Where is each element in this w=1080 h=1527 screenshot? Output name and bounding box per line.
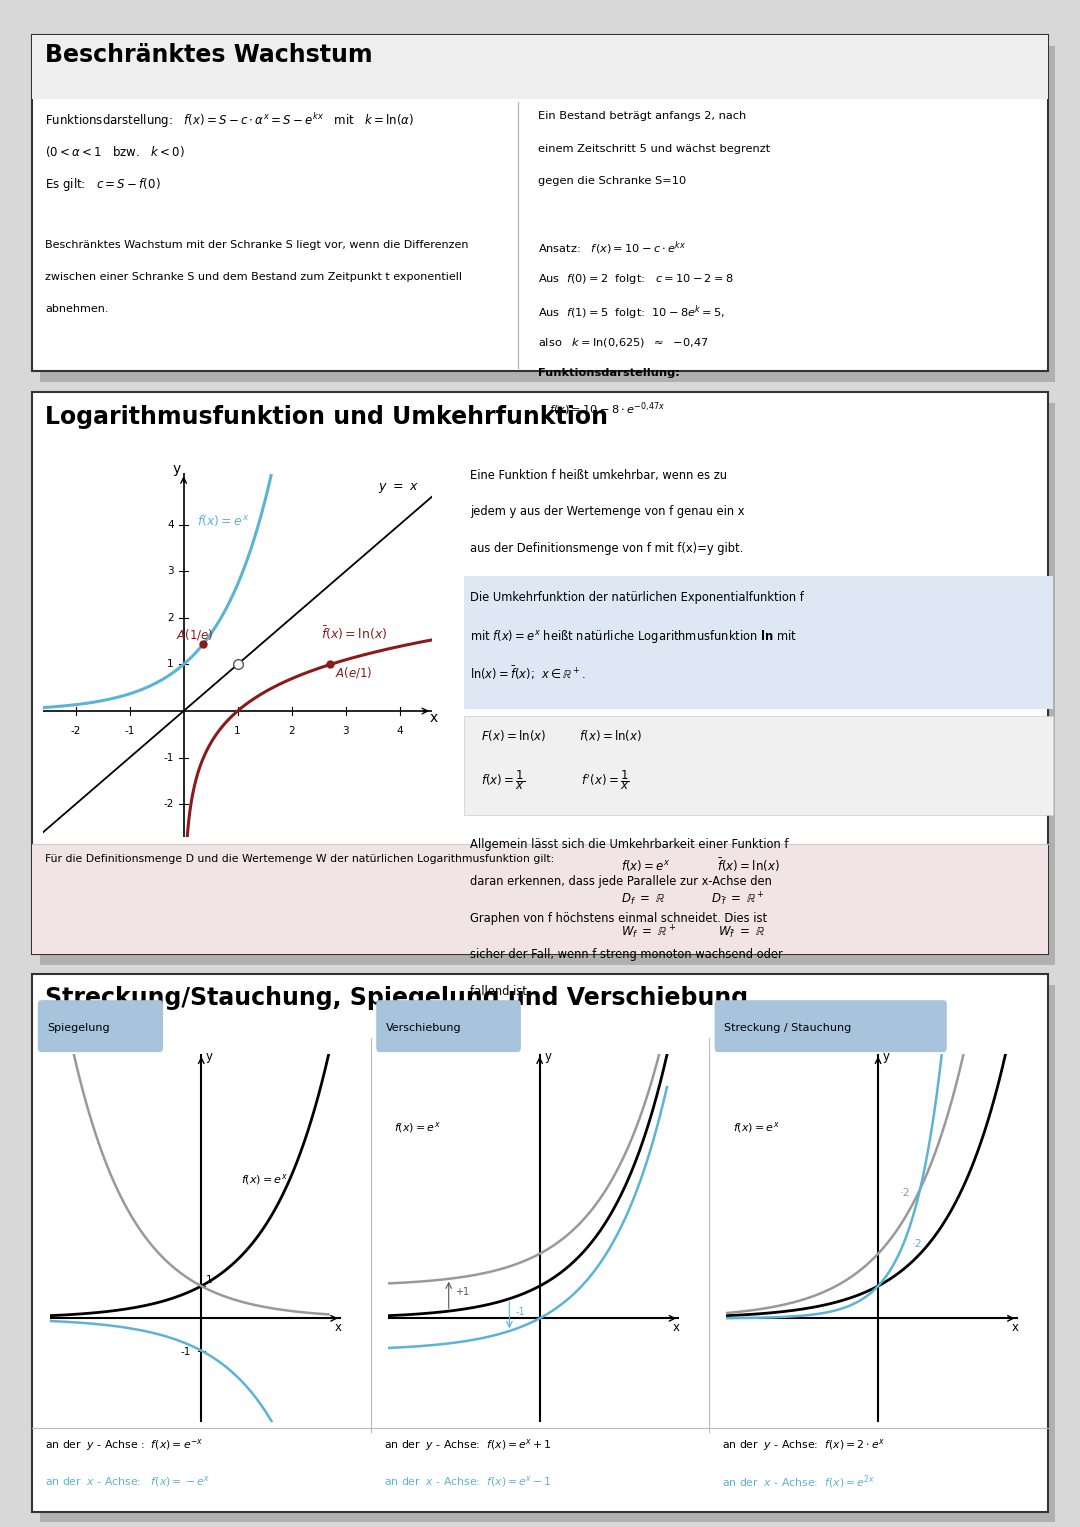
Text: daran erkennen, dass jede Parallele zur x-Achse den: daran erkennen, dass jede Parallele zur … [470,875,772,889]
Text: $\bar{f}(x) = \ln(x)$: $\bar{f}(x) = \ln(x)$ [322,625,388,641]
Text: Allgemein lässt sich die Umkehrbarkeit einer Funktion f: Allgemein lässt sich die Umkehrbarkeit e… [470,838,788,852]
Text: -1: -1 [180,1347,190,1358]
Text: $f(x) = \dfrac{1}{x}$$\qquad\qquad\quad$$f'(x) = \dfrac{1}{x}$: $f(x) = \dfrac{1}{x}$$\qquad\qquad\quad$… [481,768,630,793]
FancyBboxPatch shape [376,1000,521,1052]
Text: y: y [883,1051,890,1063]
Text: 3: 3 [167,567,174,576]
Text: $\ln(x) = \bar{f}(x)$;  $x \in \mathbb{R}^+$.: $\ln(x) = \bar{f}(x)$; $x \in \mathbb{R}… [470,664,585,681]
Text: $f(x)= e^x$: $f(x)= e^x$ [394,1121,441,1136]
FancyBboxPatch shape [715,1000,947,1052]
Text: sicher der Fall, wenn f streng monoton wachsend oder: sicher der Fall, wenn f streng monoton w… [470,948,783,962]
Text: x: x [429,712,437,725]
Text: 1: 1 [206,1275,213,1286]
Text: y: y [206,1051,213,1063]
Text: 4: 4 [396,725,403,736]
Text: 1: 1 [234,725,241,736]
Text: y: y [173,461,181,476]
Text: gegen die Schranke S=10: gegen die Schranke S=10 [538,176,686,186]
Text: $D_f\ =\ \mathbb{R}$             $D_{\bar{f}}\ =\ \mathbb{R}^+$: $D_f\ =\ \mathbb{R}$ $D_{\bar{f}}\ =\ \m… [621,890,765,907]
Text: Logarithmusfunktion und Umkehrfunktion: Logarithmusfunktion und Umkehrfunktion [45,405,608,429]
Text: $A(1/e)$: $A(1/e)$ [176,626,214,641]
Text: x: x [1012,1321,1018,1335]
Text: -2: -2 [163,799,174,809]
Text: ·2: ·2 [900,1188,910,1197]
Text: $A(e/1)$: $A(e/1)$ [335,664,373,680]
Text: Streckung/Stauchung, Spiegelung und Verschiebung: Streckung/Stauchung, Spiegelung und Vers… [45,986,748,1011]
Text: y: y [544,1051,552,1063]
Text: an der  $x$ - Achse:   $f(x)= -e^x$: an der $x$ - Achse: $f(x)= -e^x$ [45,1474,211,1489]
Text: Eine Funktion f heißt umkehrbar, wenn es zu: Eine Funktion f heißt umkehrbar, wenn es… [470,469,727,483]
Text: Aus  $f(1) = 5$  folgt:  $10-8e^k = 5,$: Aus $f(1) = 5$ folgt: $10-8e^k = 5,$ [538,304,725,322]
Bar [40,985,1055,1522]
Text: Die Umkehrfunktion der natürlichen Exponentialfunktion f: Die Umkehrfunktion der natürlichen Expon… [470,591,804,605]
Text: $f(x)= e^x$: $f(x)= e^x$ [732,1121,780,1136]
Text: abnehmen.: abnehmen. [45,304,109,315]
Text: $F(x) = \ln(x)$$\qquad\quad$$f(x) = \ln(x)$: $F(x) = \ln(x)$$\qquad\quad$$f(x) = \ln(… [481,728,642,744]
Text: aus der Definitionsmenge von f mit f(x)=y gibt.: aus der Definitionsmenge von f mit f(x)=… [470,542,743,556]
Text: Spiegelung: Spiegelung [48,1023,110,1032]
Text: -1: -1 [163,753,174,762]
Text: Beschränktes Wachstum: Beschränktes Wachstum [45,43,373,67]
Bar [40,403,1055,965]
Text: 2: 2 [288,725,295,736]
Text: ·2: ·2 [912,1240,922,1249]
Bar [32,35,1048,371]
Text: -2: -2 [70,725,81,736]
Text: +1: +1 [455,1287,469,1296]
Text: 3: 3 [342,725,349,736]
Text: Graphen von f höchstens einmal schneidet. Dies ist: Graphen von f höchstens einmal schneidet… [470,912,767,925]
Bar [464,576,1053,709]
Text: x: x [673,1321,680,1335]
Text: $f(x) = e^x$: $f(x) = e^x$ [198,513,249,528]
Text: x: x [335,1321,341,1335]
Text: Ansatz:   $f(x) = 10 - c \cdot e^{kx}$: Ansatz: $f(x) = 10 - c \cdot e^{kx}$ [538,240,686,258]
Text: mit $f(x) = e^x$ heißt natürliche Logarithmusfunktion $\mathbf{ln}$ mit: mit $f(x) = e^x$ heißt natürliche Logari… [470,628,797,644]
Text: an der  $y$ - Achse:  $f(x)=e^x+1$: an der $y$ - Achse: $f(x)=e^x+1$ [383,1437,552,1452]
Text: an der  $y$ - Achse :  $f(x)= e^{-x}$: an der $y$ - Achse : $f(x)= e^{-x}$ [45,1437,203,1452]
Text: zwischen einer Schranke S und dem Bestand zum Zeitpunkt t exponentiell: zwischen einer Schranke S und dem Bestan… [45,272,462,282]
Bar [32,35,1048,99]
Text: Verschiebung: Verschiebung [386,1023,461,1032]
Text: Streckung / Stauchung: Streckung / Stauchung [725,1023,851,1032]
Bar [32,844,1048,954]
Text: fallend ist.: fallend ist. [470,985,530,999]
Text: $f(x)= e^x$: $f(x)= e^x$ [241,1173,287,1186]
Text: 4: 4 [167,519,174,530]
FancyBboxPatch shape [38,1000,163,1052]
Text: jedem y aus der Wertemenge von f genau ein x: jedem y aus der Wertemenge von f genau e… [470,505,744,519]
Text: $y\ =\ x$: $y\ =\ x$ [378,481,419,495]
Text: Es gilt:   $c = S - f(0)$: Es gilt: $c = S - f(0)$ [45,176,161,192]
Text: -1: -1 [515,1307,525,1316]
Text: Aus  $f(0)= 2$  folgt:   $c = 10 - 2 = 8$: Aus $f(0)= 2$ folgt: $c = 10 - 2 = 8$ [538,272,733,286]
Text: an der  $x$ - Achse:  $f(x)= e^x-1$: an der $x$ - Achse: $f(x)= e^x-1$ [383,1474,552,1489]
Text: einem Zeitschritt 5 und wächst begrenzt: einem Zeitschritt 5 und wächst begrenzt [538,144,770,154]
Text: Funktionsdarstellung:   $f(x) = S - c \cdot \alpha^x = S - e^{kx}$   mit   $k= \: Funktionsdarstellung: $f(x) = S - c \cdo… [45,111,415,130]
Text: Für die Definitionsmenge D und die Wertemenge W der natürlichen Logarithmusfunkt: Für die Definitionsmenge D und die Werte… [45,854,555,864]
Text: also   $k= \ln(0{,}625)$  $\approx$  $-0{,}47$: also $k= \ln(0{,}625)$ $\approx$ $-0{,}4… [538,336,708,350]
Bar [40,46,1055,382]
Text: $f(x) = e^x$             $\bar{f}(x) = \ln(x)$: $f(x) = e^x$ $\bar{f}(x) = \ln(x)$ [621,857,780,873]
Text: an der  $y$ - Achse:  $f(x)= 2 \cdot e^x$: an der $y$ - Achse: $f(x)= 2 \cdot e^x$ [723,1437,886,1452]
Text: $(0 < \alpha < 1$   bzw.   $k < 0)$: $(0 < \alpha < 1$ bzw. $k < 0)$ [45,144,185,159]
Text: $W_f\ =\ \mathbb{R}^+$           $W_{\bar{f}}\ =\ \mathbb{R}$: $W_f\ =\ \mathbb{R}^+$ $W_{\bar{f}}\ =\ … [621,924,766,941]
Bar [32,974,1048,1512]
Bar [32,392,1048,954]
Text: 1: 1 [167,660,174,669]
Text: Funktionsdarstellung:: Funktionsdarstellung: [538,368,679,379]
Text: an der  $x$ - Achse:  $f(x)= e^{2x}$: an der $x$ - Achse: $f(x)= e^{2x}$ [723,1474,876,1492]
Text: $\quad f(x) = 10 - 8 \cdot e^{-0{,}47x}$: $\quad f(x) = 10 - 8 \cdot e^{-0{,}47x}$ [538,400,665,418]
Text: Beschränktes Wachstum mit der Schranke S liegt vor, wenn die Differenzen: Beschränktes Wachstum mit der Schranke S… [45,240,469,250]
Text: 2: 2 [167,612,174,623]
Text: Ein Bestand beträgt anfangs 2, nach: Ein Bestand beträgt anfangs 2, nach [538,111,746,122]
Bar [464,716,1053,815]
Text: -1: -1 [124,725,135,736]
